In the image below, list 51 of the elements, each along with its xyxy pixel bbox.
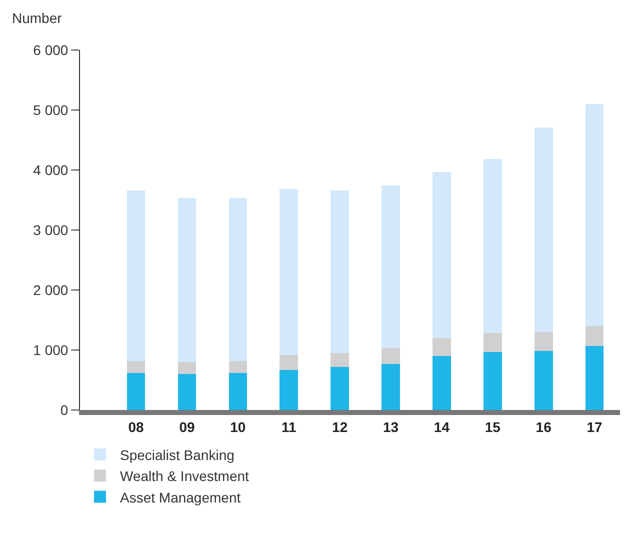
bar	[330, 190, 349, 353]
x-tick-label: 08	[128, 418, 144, 435]
x-tick-label: 09	[179, 418, 195, 435]
bar	[126, 372, 146, 410]
bar	[330, 366, 349, 410]
y-tick-label: 1 000	[33, 342, 68, 358]
bar	[432, 356, 451, 410]
y-tick-label: 4 000	[33, 162, 68, 178]
bar	[228, 198, 248, 361]
bar	[228, 360, 248, 373]
bar	[382, 348, 400, 364]
bar	[534, 351, 553, 410]
x-tick-label: 10	[230, 418, 246, 435]
y-tick-label: 5 000	[33, 102, 68, 118]
bar	[178, 374, 196, 410]
bar	[483, 333, 502, 352]
bar	[585, 104, 604, 326]
bar	[280, 189, 298, 355]
y-axis-title: Number	[12, 10, 62, 26]
x-tick-label: 15	[484, 418, 501, 435]
bar	[228, 372, 248, 410]
x-tick-label: 14	[434, 418, 450, 435]
bar	[534, 127, 553, 332]
legend-label: Asset Management	[120, 489, 241, 506]
bar	[585, 346, 604, 410]
bar	[382, 364, 400, 410]
x-tick-label: 17	[586, 418, 603, 435]
bar	[330, 353, 349, 367]
bar	[432, 172, 451, 338]
x-tick-label: 16	[536, 418, 552, 435]
y-tick-label: 6 000	[33, 42, 68, 58]
y-tick-label: 3 000	[33, 222, 68, 238]
bar	[382, 186, 400, 348]
bar	[126, 190, 146, 361]
y-tick-label: 2 000	[33, 282, 68, 298]
bar	[126, 360, 146, 373]
legend-label: Wealth & Investment	[120, 468, 250, 484]
x-tick-label: 13	[382, 418, 399, 435]
bar	[280, 354, 298, 370]
legend-label: Specialist Banking	[120, 446, 234, 463]
y-tick-label: 0	[60, 402, 68, 418]
bar	[178, 198, 196, 362]
bar	[585, 326, 604, 346]
x-tick-label: 11	[281, 418, 296, 435]
bar	[178, 362, 196, 374]
x-tick-label: 12	[332, 418, 348, 435]
bar	[432, 338, 451, 356]
bar	[534, 332, 553, 352]
bar	[483, 352, 502, 410]
bar	[280, 370, 298, 410]
bar	[483, 159, 502, 334]
